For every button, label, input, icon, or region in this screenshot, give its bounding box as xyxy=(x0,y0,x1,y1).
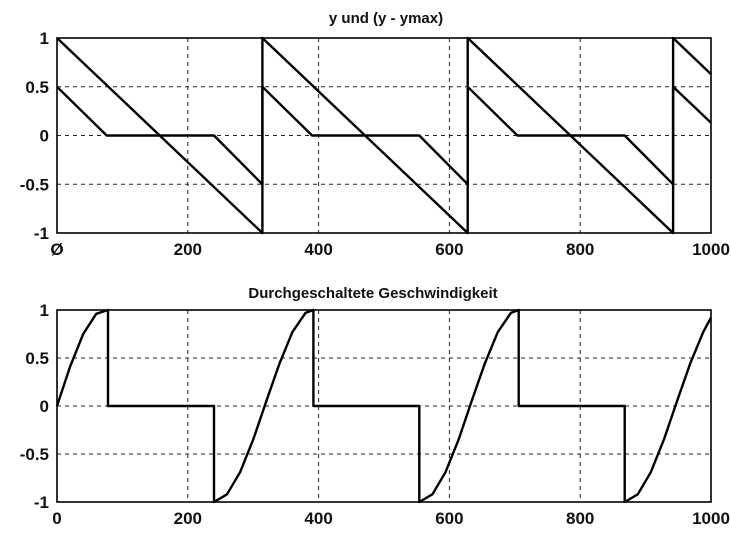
bottom-xtick-label: 1000 xyxy=(692,509,730,528)
top-xtick-label: 400 xyxy=(304,240,332,259)
top-ytick-label: -0.5 xyxy=(20,175,49,194)
bottom-xtick-label: 200 xyxy=(174,509,202,528)
bottom-xtick-label: 800 xyxy=(566,509,594,528)
bottom-xtick-label: 0 xyxy=(52,509,61,528)
top-xtick-label: Ø xyxy=(50,240,63,259)
bottom-ytick-label: 0 xyxy=(40,397,49,416)
bottom-series-1 xyxy=(55,308,713,504)
top-plot-frame xyxy=(56,37,712,234)
top-series-2 xyxy=(56,85,712,186)
top-xtick-label: 800 xyxy=(566,240,594,259)
bottom-ytick-label: -1 xyxy=(34,493,49,512)
top-ytick-label: 1 xyxy=(40,29,49,48)
bottom-ytick-label: 1 xyxy=(40,301,49,320)
top-plot: y und (y - ymax) Ø 200 400 600 800 1000 1 0.5 0 -… xyxy=(20,10,730,259)
top-ytick-label: -1 xyxy=(34,224,49,243)
top-xtick-label: 1000 xyxy=(692,240,730,259)
top-xtick-label: 600 xyxy=(435,240,463,259)
bottom-ytick-label: 0.5 xyxy=(25,349,49,368)
top-plot-title: y und (y - ymax) xyxy=(329,10,443,27)
bottom-ytick-label: -0.5 xyxy=(20,445,49,464)
bottom-plot-title: Durchgeschaltete Geschwindigkeit xyxy=(248,285,497,302)
top-ytick-label: 0.5 xyxy=(25,78,49,97)
bottom-xtick-label: 600 xyxy=(435,509,463,528)
bottom-plot-frame xyxy=(56,309,712,503)
bottom-plot: Durchgeschaltete Geschwindigkeit 0 200 400… xyxy=(20,285,730,528)
top-xtick-label: 200 xyxy=(174,240,202,259)
bottom-xtick-label: 400 xyxy=(304,509,332,528)
top-ytick-label: 0 xyxy=(40,127,49,146)
